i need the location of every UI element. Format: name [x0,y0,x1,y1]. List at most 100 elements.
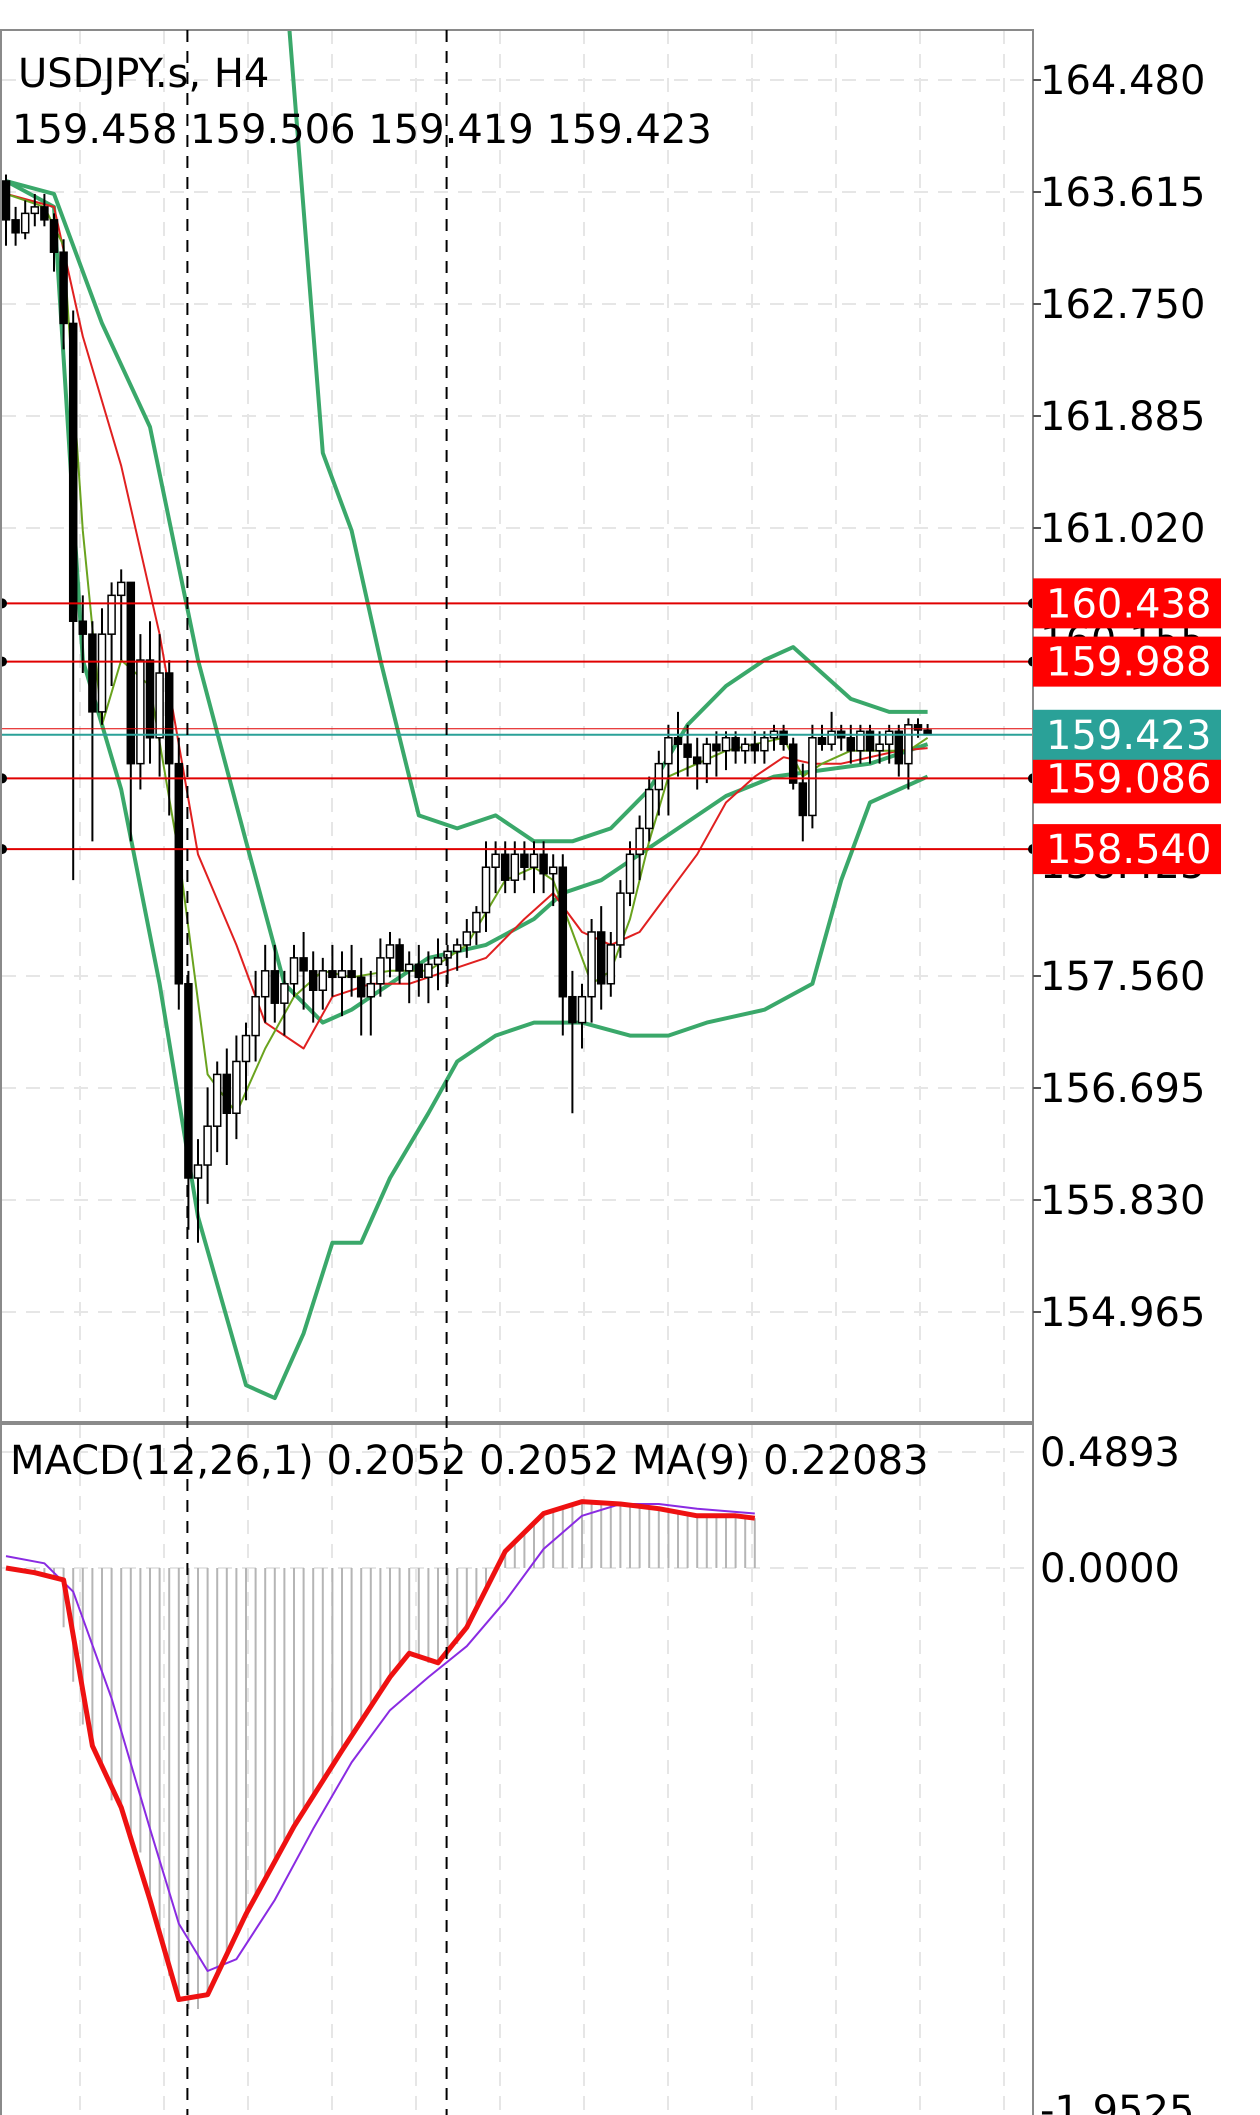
candle[interactable] [308,951,318,1023]
candle[interactable] [846,724,856,764]
candle[interactable] [30,193,40,227]
candle[interactable] [280,970,289,1036]
candlesticks[interactable] [2,174,932,1243]
candle[interactable] [788,737,798,790]
candle[interactable] [856,724,865,764]
candle[interactable] [376,938,385,997]
candle[interactable] [923,724,932,736]
candle[interactable] [568,970,577,1114]
candle[interactable] [481,841,491,932]
candle[interactable] [424,951,433,1004]
candle[interactable] [145,621,155,764]
candle[interactable] [337,951,347,1017]
candle[interactable] [356,957,366,1036]
ohlc-readout: 159.458 159.506 159.419 159.423 [12,107,712,153]
candle[interactable] [318,957,328,1010]
candle[interactable] [577,983,587,1049]
candle[interactable] [683,724,692,777]
candle[interactable] [635,815,644,881]
candle[interactable] [606,931,616,997]
candle[interactable] [894,724,904,777]
candle[interactable] [798,763,808,842]
candle[interactable] [136,634,145,790]
candle[interactable] [644,776,654,842]
bollinger-upper-line [287,30,928,844]
candle[interactable] [270,944,280,1023]
candle[interactable] [827,711,836,751]
candle[interactable] [808,724,817,829]
candle-body-bull [136,659,145,765]
candle[interactable] [395,938,404,984]
candle[interactable] [126,581,136,842]
candle[interactable] [260,944,270,1023]
candle-body-bear [40,206,49,221]
candle[interactable] [433,938,443,991]
candle[interactable] [155,634,164,777]
candle[interactable] [20,200,30,240]
candle-body-bear [596,931,606,985]
candle[interactable] [193,1139,203,1243]
candle[interactable] [721,731,731,771]
candle-body-bull [462,931,472,946]
candle[interactable] [558,854,568,1036]
candle[interactable] [116,569,126,661]
candle[interactable] [740,737,750,764]
candle[interactable] [664,724,673,816]
candle[interactable] [452,938,462,971]
candle[interactable] [702,737,712,784]
candle[interactable] [414,944,424,997]
candle[interactable] [654,750,664,816]
candle[interactable] [203,1087,212,1204]
candle[interactable] [472,906,481,945]
y-tick-label: 164.480 [1040,58,1205,104]
candle-body-bear [11,219,20,234]
candle-body-bear [356,976,366,998]
candle[interactable] [232,1035,241,1140]
candle[interactable] [347,944,356,997]
candle[interactable] [520,841,529,881]
candle[interactable] [548,854,558,907]
candle[interactable] [366,970,376,1036]
candle[interactable] [40,193,49,227]
candle[interactable] [596,906,606,1010]
candle-body-bear [308,970,318,991]
candle[interactable] [78,595,88,674]
candle[interactable] [174,737,184,1010]
candle-body-bear [865,730,875,752]
price-levels[interactable] [0,598,1038,855]
candle[interactable] [462,919,472,958]
candle[interactable] [760,731,769,764]
candle[interactable] [212,1061,222,1153]
candle[interactable] [59,239,68,350]
candle[interactable] [692,737,702,790]
candle[interactable] [587,919,596,1023]
candle[interactable] [68,310,78,881]
candle[interactable] [404,951,414,1004]
y-tick-label: 154.965 [1040,1290,1205,1336]
candle[interactable] [865,724,875,764]
candle[interactable] [731,731,740,764]
candle[interactable] [11,206,20,246]
candle[interactable] [251,970,260,1062]
candle[interactable] [97,608,107,725]
candle[interactable] [222,1048,232,1166]
candle[interactable] [884,724,894,764]
candle[interactable] [2,174,11,246]
candle[interactable] [241,1022,251,1101]
candle[interactable] [625,841,635,907]
candle[interactable] [88,621,97,842]
candle[interactable] [875,731,884,764]
candle[interactable] [289,944,299,997]
candle[interactable] [164,660,174,816]
candle[interactable] [616,880,625,958]
candle[interactable] [107,582,116,686]
candle[interactable] [328,944,337,997]
candle[interactable] [750,731,760,764]
candle[interactable] [673,711,683,777]
candle[interactable] [385,931,395,978]
candle[interactable] [712,731,721,777]
candle[interactable] [299,931,308,1010]
level-tags: 160.438 159.988 159.086 158.540 159.423 [1033,578,1221,875]
candle[interactable] [49,213,59,272]
